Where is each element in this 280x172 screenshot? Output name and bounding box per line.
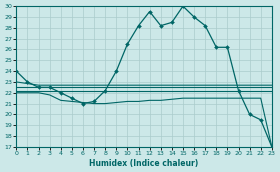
X-axis label: Humidex (Indice chaleur): Humidex (Indice chaleur)	[89, 159, 199, 168]
